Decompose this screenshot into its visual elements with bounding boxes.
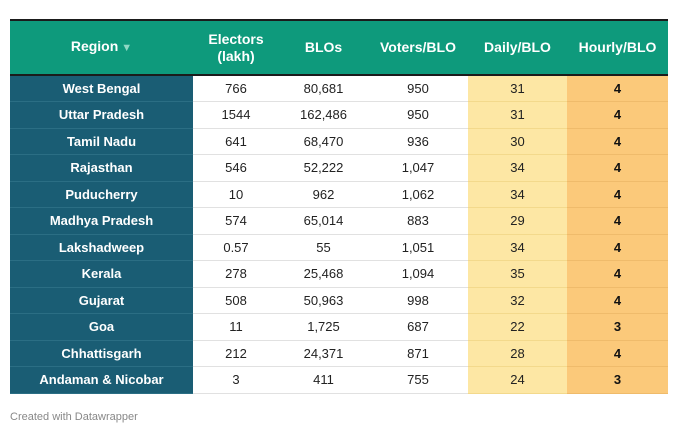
hourly-per-blo-cell: 4: [567, 260, 668, 288]
hourly-per-blo-cell: 4: [567, 181, 668, 208]
table-row: Madhya Pradesh 574 65,014 883 29 4: [10, 207, 668, 235]
column-header-daily-per-blo[interactable]: Daily/BLO: [468, 19, 567, 76]
electors-cell: 641: [193, 128, 279, 155]
voters-per-blo-cell: 687: [368, 313, 468, 341]
table-row: Puducherry 10 962 1,062 34 4: [10, 181, 668, 208]
electors-cell: 10: [193, 181, 279, 208]
blos-cell: 80,681: [279, 75, 368, 102]
blos-cell: 50,963: [279, 287, 368, 314]
table-row: Gujarat 508 50,963 998 32 4: [10, 287, 668, 314]
sort-down-icon[interactable]: ▼: [121, 42, 133, 54]
region-cell: Uttar Pradesh: [10, 101, 193, 129]
daily-per-blo-cell: 34: [468, 234, 567, 261]
column-header-blos[interactable]: BLOs: [279, 19, 368, 76]
region-cell: Tamil Nadu: [10, 128, 193, 155]
table-row: Tamil Nadu 641 68,470 936 30 4: [10, 128, 668, 155]
region-cell: West Bengal: [10, 75, 193, 102]
blos-cell: 68,470: [279, 128, 368, 155]
table-body: West Bengal 766 80,681 950 31 4 Uttar Pradesh 1…: [10, 75, 668, 394]
voters-per-blo-cell: 950: [368, 75, 468, 102]
column-header-region[interactable]: Region ▼: [10, 19, 193, 76]
voters-per-blo-cell: 755: [368, 366, 468, 394]
region-cell: Goa: [10, 313, 193, 341]
table-row: Uttar Pradesh 1544 162,486 950 31 4: [10, 101, 668, 129]
blos-cell: 1,725: [279, 313, 368, 341]
hourly-per-blo-cell: 3: [567, 313, 668, 341]
table-header-row: Region ▼ Electors (lakh) BLOs Voters/BLO D…: [10, 19, 668, 76]
electors-header-line2: (lakh): [217, 47, 255, 64]
footer-credit: Created with Datawrapper: [10, 411, 138, 423]
table-row: Goa 11 1,725 687 22 3: [10, 313, 668, 341]
daily-per-blo-cell: 31: [468, 75, 567, 102]
voters-per-blo-cell: 1,051: [368, 234, 468, 261]
region-cell: Lakshadweep: [10, 234, 193, 261]
electors-cell: 11: [193, 313, 279, 341]
region-cell: Andaman & Nicobar: [10, 366, 193, 394]
voters-per-blo-cell: 1,062: [368, 181, 468, 208]
electors-cell: 766: [193, 75, 279, 102]
electors-cell: 546: [193, 154, 279, 182]
voters-per-blo-cell: 883: [368, 207, 468, 235]
hourly-per-blo-cell: 4: [567, 128, 668, 155]
voters-per-blo-cell: 936: [368, 128, 468, 155]
daily-per-blo-cell: 24: [468, 366, 567, 394]
electors-cell: 508: [193, 287, 279, 314]
daily-per-blo-cell: 35: [468, 260, 567, 288]
region-cell: Kerala: [10, 260, 193, 288]
daily-per-blo-cell: 31: [468, 101, 567, 129]
hourly-per-blo-cell: 3: [567, 366, 668, 394]
region-cell: Puducherry: [10, 181, 193, 208]
daily-per-blo-cell: 34: [468, 181, 567, 208]
electors-header-line1: Electors: [208, 30, 264, 47]
voters-per-blo-cell: 998: [368, 287, 468, 314]
blos-cell: 411: [279, 366, 368, 394]
blos-cell: 24,371: [279, 340, 368, 367]
daily-per-blo-cell: 32: [468, 287, 567, 314]
daily-per-blo-cell: 30: [468, 128, 567, 155]
region-cell: Rajasthan: [10, 154, 193, 182]
region-cell: Gujarat: [10, 287, 193, 314]
voters-per-blo-cell: 1,094: [368, 260, 468, 288]
hourly-per-blo-cell: 4: [567, 340, 668, 367]
electors-cell: 3: [193, 366, 279, 394]
table-row: Chhattisgarh 212 24,371 871 28 4: [10, 340, 668, 367]
column-header-voters-per-blo[interactable]: Voters/BLO: [368, 19, 468, 76]
region-cell: Chhattisgarh: [10, 340, 193, 367]
voters-per-blo-cell: 1,047: [368, 154, 468, 182]
table-row: Kerala 278 25,468 1,094 35 4: [10, 260, 668, 288]
table-row: West Bengal 766 80,681 950 31 4: [10, 75, 668, 102]
table-row: Rajasthan 546 52,222 1,047 34 4: [10, 154, 668, 182]
region-header-label: Region: [70, 38, 119, 54]
data-table: Region ▼ Electors (lakh) BLOs Voters/BLO D…: [10, 19, 668, 394]
hourly-per-blo-cell: 4: [567, 75, 668, 102]
hourly-per-blo-cell: 4: [567, 287, 668, 314]
hourly-per-blo-cell: 4: [567, 154, 668, 182]
electors-cell: 0.57: [193, 234, 279, 261]
daily-per-blo-cell: 34: [468, 154, 567, 182]
daily-per-blo-cell: 28: [468, 340, 567, 367]
electors-cell: 574: [193, 207, 279, 235]
blos-cell: 25,468: [279, 260, 368, 288]
daily-per-blo-cell: 29: [468, 207, 567, 235]
voters-per-blo-cell: 950: [368, 101, 468, 129]
column-header-electors[interactable]: Electors (lakh): [193, 19, 279, 76]
data-table-container: Region ▼ Electors (lakh) BLOs Voters/BLO D…: [10, 19, 668, 394]
table-row: Lakshadweep 0.57 55 1,051 34 4: [10, 234, 668, 261]
region-cell: Madhya Pradesh: [10, 207, 193, 235]
voters-per-blo-cell: 871: [368, 340, 468, 367]
electors-cell: 278: [193, 260, 279, 288]
electors-cell: 1544: [193, 101, 279, 129]
blos-cell: 52,222: [279, 154, 368, 182]
blos-cell: 162,486: [279, 101, 368, 129]
daily-per-blo-cell: 22: [468, 313, 567, 341]
column-header-hourly-per-blo[interactable]: Hourly/BLO: [567, 19, 668, 76]
table-row: Andaman & Nicobar 3 411 755 24 3: [10, 366, 668, 394]
hourly-per-blo-cell: 4: [567, 207, 668, 235]
hourly-per-blo-cell: 4: [567, 101, 668, 129]
electors-cell: 212: [193, 340, 279, 367]
blos-cell: 65,014: [279, 207, 368, 235]
hourly-per-blo-cell: 4: [567, 234, 668, 261]
blos-cell: 55: [279, 234, 368, 261]
blos-cell: 962: [279, 181, 368, 208]
